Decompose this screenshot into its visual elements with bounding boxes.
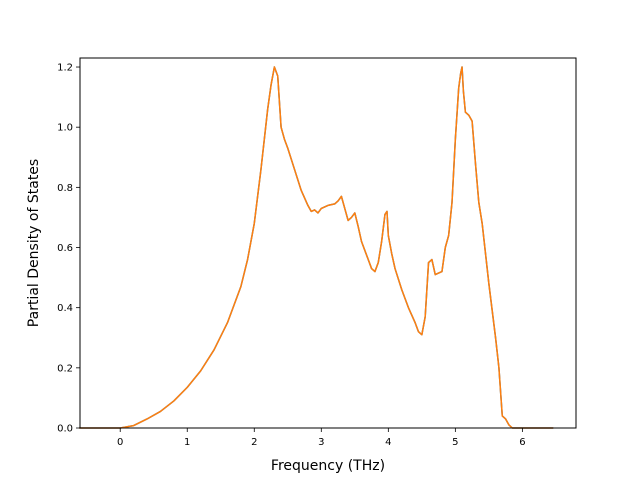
x-tick-label: 1 [184,437,190,448]
y-tick-label: 1.2 [57,63,73,74]
y-tick-label: 0.2 [57,363,73,374]
y-tick-label: 0.8 [57,183,73,194]
series-line-2 [79,66,554,429]
series-layer [79,66,554,429]
y-tick-label: 0.4 [57,303,73,314]
x-tick-label: 4 [385,437,391,448]
x-tick-label: 3 [318,437,324,448]
y-tick-label: 0.0 [57,424,73,435]
x-tick-label: 6 [519,437,525,448]
y-axis: 0.0 0.2 0.4 0.6 0.8 1.0 1.2 [57,63,80,435]
x-axis: 0 1 2 3 4 5 6 [117,428,526,448]
y-tick-label: 1.0 [57,123,73,134]
plot-area [79,57,577,429]
x-tick-label: 5 [452,437,458,448]
y-tick-label: 0.6 [57,243,73,254]
axes-frame [79,57,577,429]
x-tick-label: 2 [251,437,257,448]
y-axis-title: Partial Density of States [26,159,42,327]
x-tick-label: 0 [117,437,123,448]
x-axis-title: Frequency (THz) [271,458,385,474]
